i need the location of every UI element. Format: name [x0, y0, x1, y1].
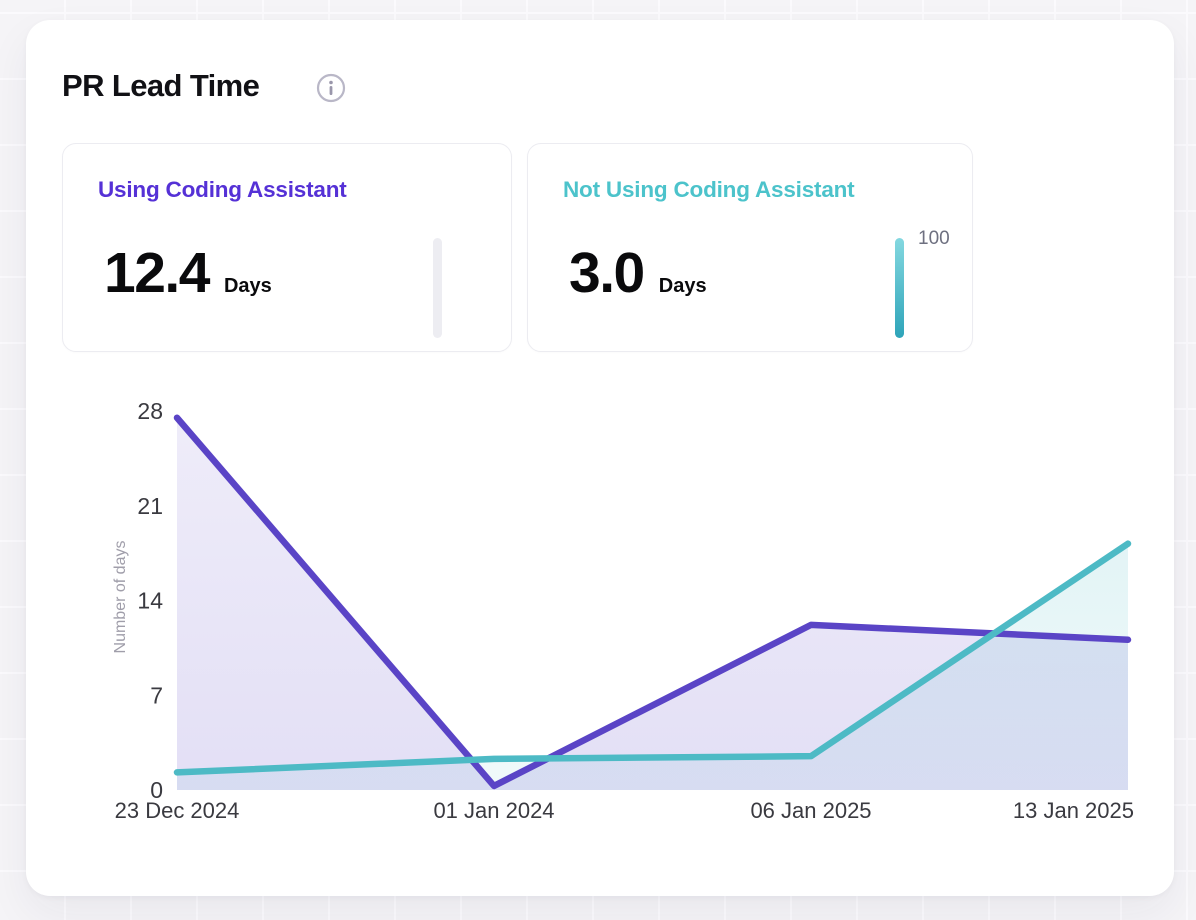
pr-lead-time-card: PR Lead Time Using Coding Assistant 12.4… [26, 20, 1174, 896]
info-icon[interactable] [316, 73, 346, 103]
x-tick-label: 13 Jan 2025 [1013, 798, 1134, 823]
x-tick-label: 01 Jan 2024 [433, 798, 554, 823]
stat-label: Not Using Coding Assistant [563, 177, 855, 202]
stat-card-not-using-assistant: Not Using Coding Assistant 3.0 Days 100 [527, 143, 973, 352]
gauge-bar [433, 238, 442, 338]
stat-value-row: 3.0 Days [569, 240, 707, 306]
gauge-bar [895, 238, 904, 338]
series-area-1 [177, 543, 1128, 790]
series-line-0 [173, 414, 1132, 790]
stat-value: 12.4 [104, 241, 210, 305]
stat-unit: Days [658, 275, 707, 297]
stat-card-using-assistant: Using Coding Assistant 12.4 Days [62, 143, 512, 352]
stat-value: 3.0 [569, 241, 645, 305]
y-tick-label: 21 [137, 493, 163, 519]
lead-time-chart[interactable]: 0 7 14 21 28 Number of days 23 Dec 2024 01 Jan … [26, 390, 1174, 870]
y-tick-label: 0 [150, 777, 163, 803]
y-tick-label: 14 [137, 588, 163, 614]
stat-value-row: 12.4 Days [104, 240, 272, 306]
stat-label: Using Coding Assistant [98, 177, 347, 202]
x-tick-label: 06 Jan 2025 [750, 798, 871, 823]
lead-time-chart-svg[interactable]: 0 7 14 21 28 Number of days 23 Dec 2024 01 Jan … [26, 390, 1174, 870]
y-tick-label: 28 [137, 398, 163, 424]
y-tick-label: 7 [150, 682, 163, 708]
page-title: PR Lead Time [62, 68, 260, 103]
y-axis-label: Number of days [112, 541, 129, 654]
stat-unit: Days [223, 275, 272, 297]
x-tick-label: 23 Dec 2024 [115, 798, 240, 823]
gauge-label: 100 [918, 228, 950, 249]
series-line-1 [173, 540, 1132, 776]
